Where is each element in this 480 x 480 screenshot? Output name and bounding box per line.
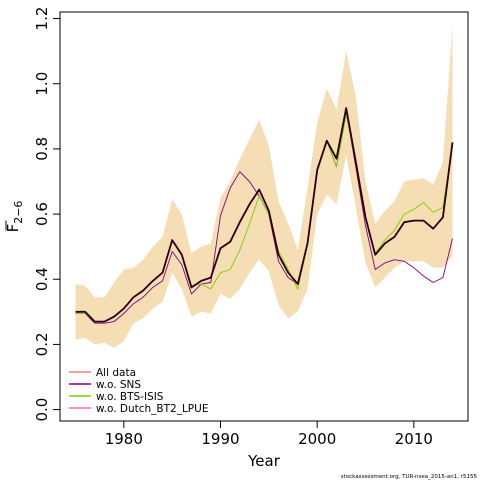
y-tick-label: 0.8 <box>33 137 51 161</box>
y-axis-title-subscript: 2−6 <box>12 201 25 224</box>
confidence-band-layer <box>75 25 453 348</box>
legend-label: w.o. BTS-ISIS <box>96 391 164 403</box>
confidence-band <box>75 25 453 348</box>
y-axis-title-main: F <box>4 224 22 233</box>
legend-label: All data <box>96 367 136 379</box>
y-axis: 0.0 0.2 0.4 0.6 0.8 1.0 1.2 <box>33 7 61 422</box>
y-tick-label: 0.0 <box>33 398 51 422</box>
y-tick-label: 0.4 <box>33 267 51 291</box>
series-line-5 <box>75 107 454 323</box>
x-tick-label: 1980 <box>105 430 143 448</box>
x-axis: 1980 1990 2000 2010 <box>105 420 433 448</box>
source-footnote: stockassessment.org, TUR-nsea_2015-an1, … <box>341 474 478 480</box>
x-tick-label: 2000 <box>298 430 336 448</box>
y-axis-title: F2−6 <box>4 201 25 233</box>
legend-label: w.o. SNS <box>96 379 141 391</box>
y-tick-label: 1.0 <box>33 72 51 96</box>
series-lines-layer <box>75 107 454 324</box>
y-tick-label: 0.6 <box>33 202 51 226</box>
x-axis-title: Year <box>247 452 281 470</box>
y-tick-label: 0.2 <box>33 332 51 356</box>
x-tick-label: 1990 <box>201 430 239 448</box>
legend-label: w.o. Dutch_BT2_LPUE <box>96 403 208 415</box>
svg-text:F2−6: F2−6 <box>4 201 25 233</box>
y-tick-label: 1.2 <box>33 7 51 31</box>
x-tick-label: 2010 <box>395 430 433 448</box>
